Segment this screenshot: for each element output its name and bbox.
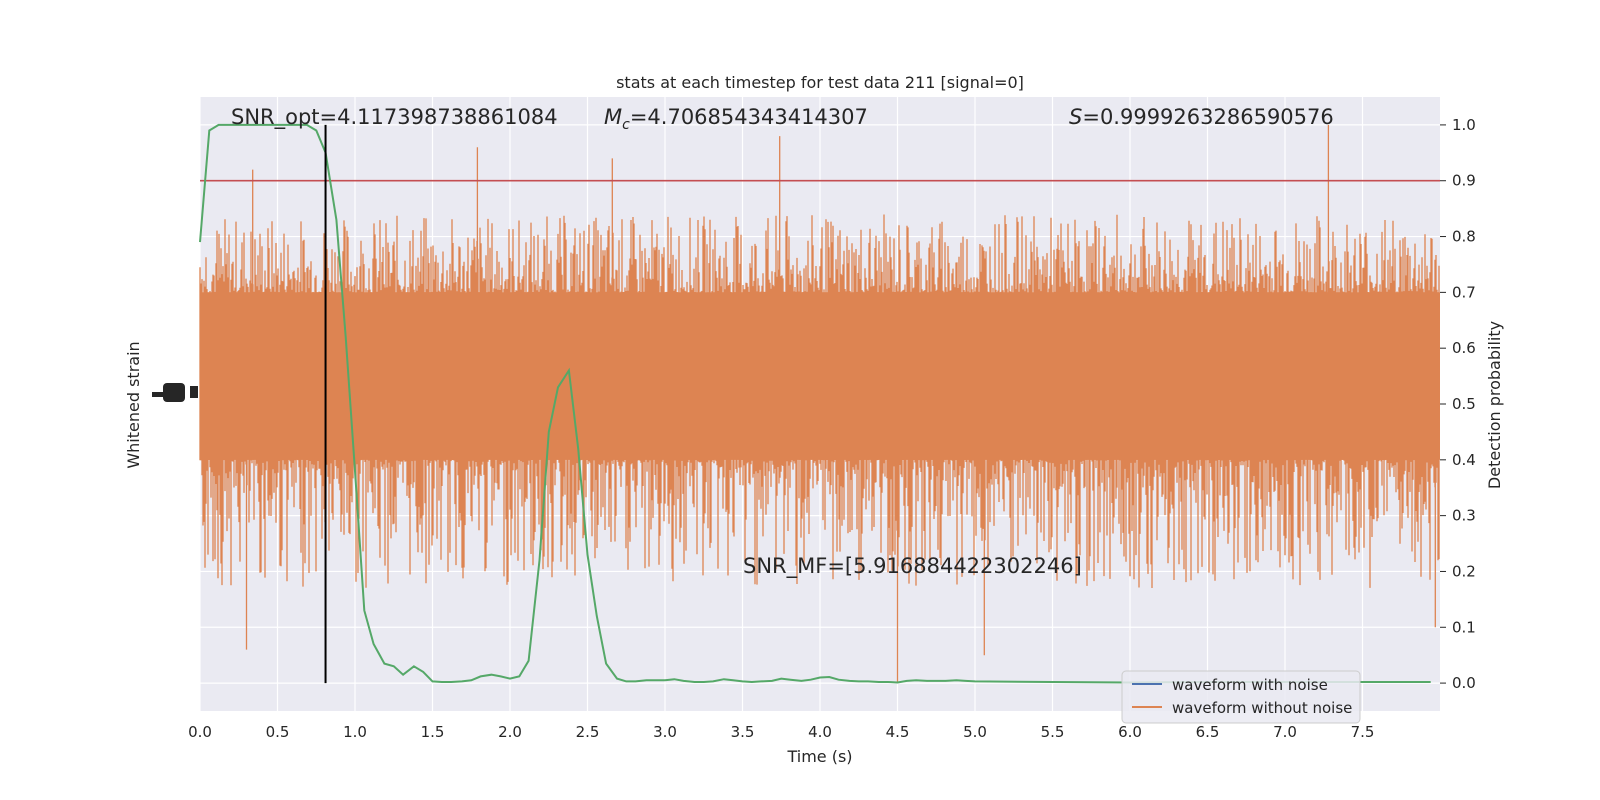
strain-waveform-without-noise [199,124,1440,684]
chirp-mass-value: =4.706854343414307 [630,105,868,129]
x-tick-label: 2.0 [498,723,522,741]
x-tick-label: 0.5 [266,723,290,741]
chirp-mass-annotation: Mc=4.706854343414307 [604,105,868,133]
x-tick-label: 6.5 [1196,723,1220,741]
y-axis-left-label: Whitened strain [124,341,143,468]
chirp-mass-subscript: c [622,117,630,133]
y-tick-label: 0.9 [1452,172,1476,190]
s-symbol: S [1069,105,1082,129]
x-tick-label: 2.5 [576,723,600,741]
chart-title: stats at each timestep for test data 211… [616,73,1024,92]
left-axis-tick-smudge [152,383,198,402]
snr-mf-annotation: SNR_MF=[5.916884422302246] [743,554,1082,579]
y-tick-label: 0.6 [1452,339,1476,357]
y-axis-right-label: Detection probability [1485,321,1504,489]
y-tick-label: 0.2 [1452,562,1476,580]
legend-label-without-noise: waveform without noise [1172,699,1352,717]
snr-opt-annotation: SNR_opt=4.117398738861084 [231,105,558,130]
x-tick-label: 7.0 [1273,723,1297,741]
y-tick-label: 0.8 [1452,228,1476,246]
y-tick-label: 0.5 [1452,395,1476,413]
x-tick-label: 5.0 [963,723,987,741]
y-tick-label: 1.0 [1452,116,1476,134]
legend: waveform with noise waveform without noi… [1121,670,1361,724]
x-tick-label: 3.5 [731,723,755,741]
strain-noise-spikes [199,124,1440,684]
x-tick-label: 1.5 [421,723,445,741]
legend-label-with-noise: waveform with noise [1172,676,1328,694]
y-axis-right-ticks: 0.0 0.1 0.2 0.3 0.4 0.5 0.6 0.7 0.8 0.9 1.0 [1440,116,1476,692]
y-tick-label: 0.7 [1452,283,1476,301]
s-value: =0.9999263286590576 [1082,105,1333,129]
x-tick-label: 0.0 [188,723,212,741]
x-axis-ticks: 0.0 0.5 1.0 1.5 2.0 2.5 3.0 3.5 4.0 4.5 5.0 5.5 6.0 6… [188,723,1374,741]
x-tick-label: 5.5 [1041,723,1065,741]
x-tick-label: 1.0 [343,723,367,741]
x-tick-label: 7.5 [1351,723,1375,741]
y-tick-label: 0.0 [1452,674,1476,692]
x-tick-label: 6.0 [1118,723,1142,741]
chirp-mass-symbol: M [604,105,622,129]
x-tick-label: 4.5 [886,723,910,741]
y-tick-label: 0.1 [1452,618,1476,636]
x-tick-label: 4.0 [808,723,832,741]
y-tick-label: 0.3 [1452,507,1476,525]
x-tick-label: 3.0 [653,723,677,741]
y-tick-label: 0.4 [1452,451,1476,469]
s-annotation: S=0.9999263286590576 [1069,105,1334,129]
detection-probability-line [199,123,1431,684]
x-axis-label: Time (s) [786,747,852,766]
